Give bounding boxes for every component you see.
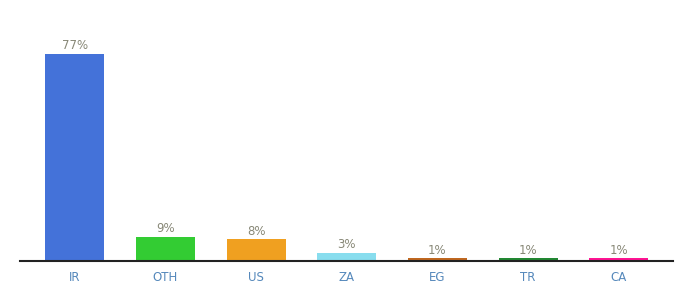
Text: 3%: 3% [337, 238, 356, 251]
Bar [318, 253, 376, 261]
Text: 1%: 1% [609, 244, 628, 257]
Bar [498, 258, 558, 261]
Text: 1%: 1% [519, 244, 537, 257]
Text: 9%: 9% [156, 222, 175, 235]
Bar [226, 239, 286, 261]
Bar [136, 237, 195, 261]
Bar [46, 54, 104, 261]
Text: 1%: 1% [428, 244, 447, 257]
Bar [408, 258, 467, 261]
Text: 77%: 77% [62, 39, 88, 52]
Text: 8%: 8% [247, 225, 265, 238]
Bar [590, 258, 648, 261]
